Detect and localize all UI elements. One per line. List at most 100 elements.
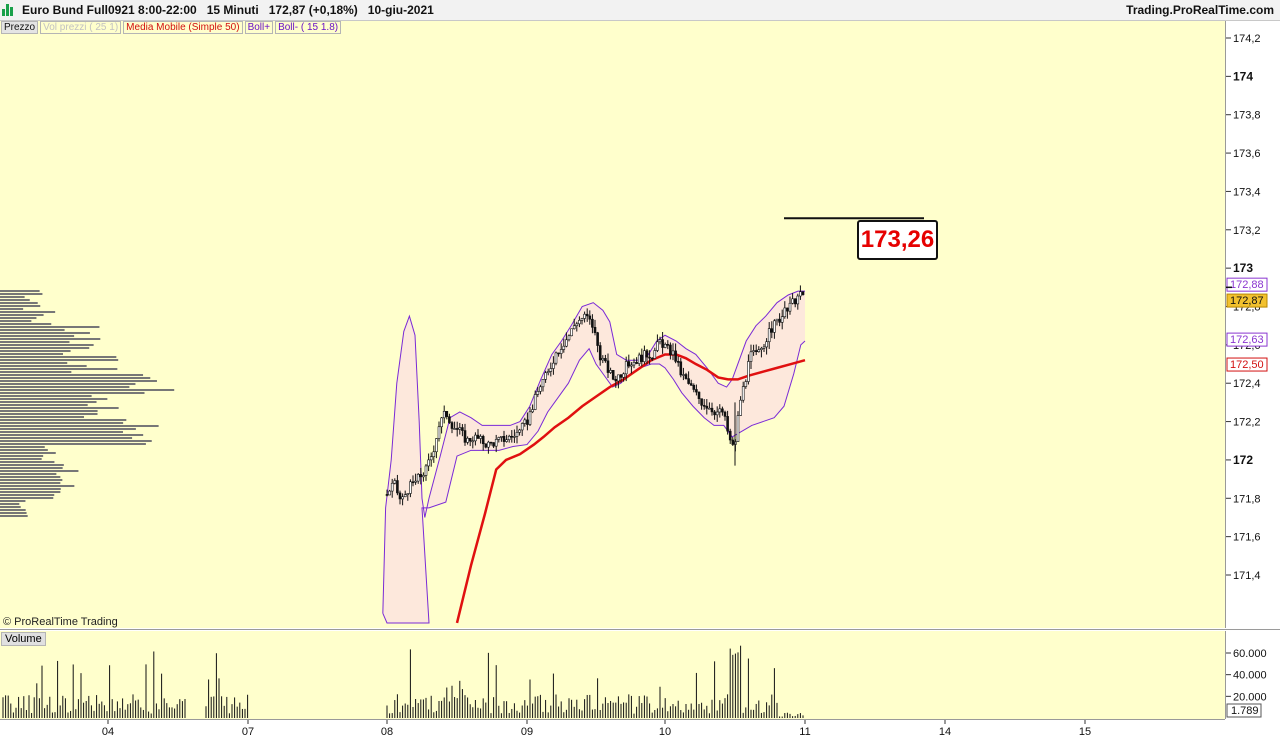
volume-profile-bar: [0, 365, 87, 367]
y-tick-label: 173,8: [1233, 110, 1261, 122]
volume-profile-bar: [0, 449, 48, 451]
candle-body: [650, 357, 654, 360]
volume-profile-bar: [0, 503, 20, 505]
candle-body: [424, 465, 428, 476]
candle-body: [458, 427, 462, 430]
volume-profile-bar: [0, 428, 136, 430]
volume-profile-bar: [0, 326, 100, 328]
candle-body: [442, 411, 446, 419]
y-tick-label: 173,4: [1233, 186, 1261, 198]
brand-label: Trading.ProRealTime.com: [1126, 3, 1274, 17]
candle-body: [461, 427, 464, 431]
y-tick-label: 172,2: [1233, 417, 1261, 429]
axis-price-label-box: [1226, 357, 1268, 372]
candle-body: [411, 481, 415, 484]
x-tick-label: 11: [799, 726, 810, 738]
legend-moving-average[interactable]: Media Mobile (Simple 50): [123, 21, 243, 34]
volume-profile-bar: [0, 407, 119, 409]
candle-body: [778, 318, 781, 323]
x-tick-label: 10: [659, 726, 671, 738]
volume-profile-bar: [0, 413, 98, 415]
volume-profile-bar: [0, 431, 123, 433]
candle-body: [552, 362, 555, 369]
volume-profile-bar: [0, 386, 130, 388]
volume-profile-bar: [0, 401, 97, 403]
candle-body: [559, 349, 563, 354]
volume-profile-bar: [0, 299, 30, 301]
volume-profile-bar: [0, 437, 133, 439]
x-tick-label: 15: [1079, 726, 1091, 738]
candle-body: [760, 348, 763, 351]
y-tick-label: 173: [1233, 261, 1253, 275]
candle-body: [773, 320, 776, 333]
candle-body: [721, 408, 724, 413]
candle-body: [671, 350, 675, 356]
candle-body: [796, 295, 800, 305]
y-tick-label: 174,2: [1233, 33, 1261, 45]
candle-body: [640, 354, 644, 362]
candle-body: [567, 335, 571, 341]
volume-profile-bar: [0, 398, 108, 400]
candle-body: [531, 409, 534, 413]
candle-body: [554, 352, 558, 364]
candle-body: [518, 429, 521, 433]
legend-boll-plus[interactable]: Boll+: [244, 21, 274, 34]
candle-body: [765, 341, 768, 348]
candle-body: [596, 332, 599, 346]
x-tick-label: 09: [521, 726, 533, 738]
candle-body: [437, 426, 441, 439]
volume-profile-bar: [0, 410, 98, 412]
volume-profile-bar: [0, 485, 75, 487]
axis-price-label-box: [1226, 332, 1268, 347]
axis-price-label: 172,87: [1230, 295, 1264, 307]
candle-body: [799, 291, 802, 297]
candle-body: [414, 480, 417, 483]
candle-body: [775, 318, 779, 322]
volume-profile-bar: [0, 374, 144, 376]
candle-body: [520, 423, 524, 431]
candle-body: [611, 370, 615, 380]
volume-profile-bar: [0, 302, 38, 304]
candle-body: [666, 344, 670, 346]
candle-body: [580, 318, 584, 321]
candle-body: [741, 386, 745, 401]
volume-profile-bar: [0, 296, 25, 298]
legend-price[interactable]: Prezzo: [1, 21, 39, 34]
axis-price-label: 172,50: [1230, 359, 1264, 371]
candle-body: [695, 389, 698, 393]
candle-body: [533, 394, 537, 410]
x-tick-label: 07: [242, 726, 254, 738]
candle-body: [710, 407, 714, 413]
candle-body: [388, 490, 391, 496]
candle-body: [786, 307, 789, 312]
candle-body: [396, 480, 399, 494]
volume-panel-bg: [0, 631, 1225, 719]
legend-boll-minus[interactable]: Boll- ( 15 1.8): [275, 21, 342, 34]
candle-body: [643, 350, 646, 362]
candle-body: [453, 428, 456, 430]
candle-body: [466, 437, 469, 443]
y-tick-label: 171,6: [1233, 532, 1261, 544]
candle-body: [747, 361, 750, 382]
volume-last-box: [1226, 703, 1262, 718]
candle-body: [502, 436, 506, 442]
legend-volume-profile[interactable]: Vol prezzi ( 25 1): [40, 21, 122, 34]
candle-body: [440, 417, 443, 428]
candle-body: [617, 374, 620, 382]
candle-body: [614, 379, 618, 382]
candle-body: [744, 381, 748, 387]
candle-body: [723, 411, 727, 417]
volume-profile-bar: [0, 473, 57, 475]
y-tick-label: 173,6: [1233, 148, 1261, 160]
volume-profile-bar: [0, 380, 157, 382]
volume-profile-bar: [0, 419, 127, 421]
candle-body: [523, 419, 527, 424]
candle-body: [780, 316, 784, 323]
candle-body: [546, 371, 550, 374]
candle-body: [500, 436, 503, 438]
price-axis-bg: [1226, 21, 1280, 628]
axis-price-label-box: [1226, 277, 1268, 292]
candle-body: [575, 323, 579, 327]
candle-body: [791, 298, 794, 304]
